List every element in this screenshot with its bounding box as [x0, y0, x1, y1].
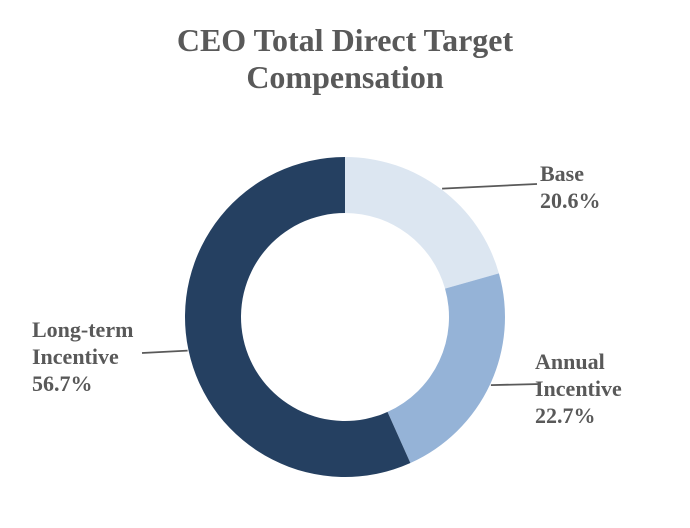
slice-label-annual-line-2: Incentive	[535, 376, 622, 401]
donut-slice-2	[184, 156, 411, 477]
donut-slice-1	[387, 273, 505, 464]
slice-label-annual-line-1: Annual	[535, 349, 605, 374]
leader-line-0	[442, 183, 538, 190]
chart-title-line-1: CEO Total Direct Target	[176, 22, 514, 58]
slice-label-long-line-1: Long-term	[32, 317, 134, 342]
chart-title-line-2: Compensation	[246, 59, 444, 95]
slice-label-long-pct: 56.7%	[32, 371, 93, 396]
slice-label-base-pct: 20.6%	[540, 188, 601, 213]
slice-label-annual-incentive: Annual Incentive 22.7%	[535, 348, 622, 429]
slice-label-long-line-2: Incentive	[32, 344, 119, 369]
leader-line-1	[490, 383, 542, 386]
slice-label-annual-pct: 22.7%	[535, 403, 596, 428]
slice-label-base: Base 20.6%	[540, 160, 601, 214]
chart-title: CEO Total Direct Target Compensation	[0, 22, 690, 96]
slice-label-base-name: Base	[540, 161, 584, 186]
slice-label-long-term-incentive: Long-term Incentive 56.7%	[32, 316, 133, 397]
donut-slice-0	[345, 157, 499, 289]
leader-line-2	[141, 349, 188, 354]
